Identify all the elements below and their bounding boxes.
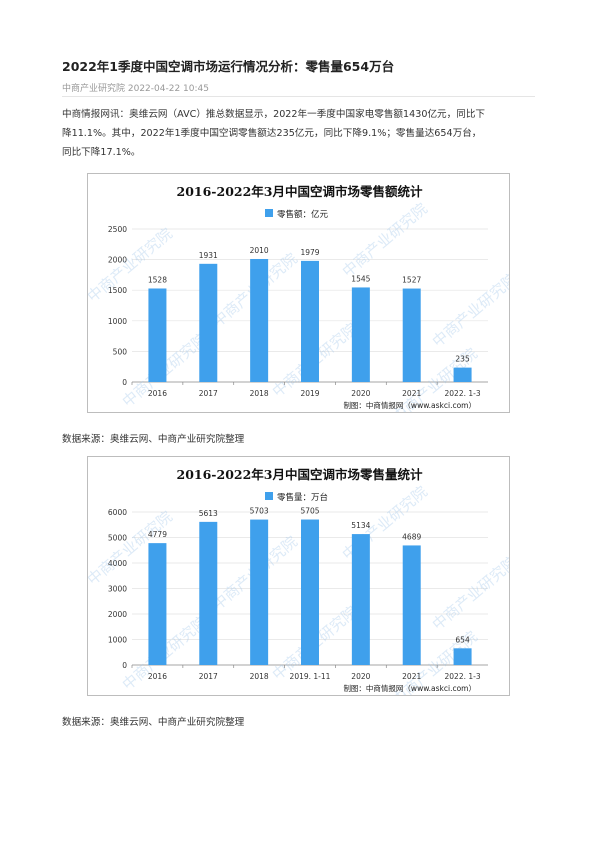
article-title: 2022年1季度中国空调市场运行情况分析：零售量654万台 — [62, 59, 395, 74]
y-tick-label: 1500 — [108, 286, 127, 295]
bar — [453, 367, 472, 382]
divider — [62, 96, 535, 97]
x-tick-label: 2019. 1-11 — [290, 672, 331, 681]
data-label: 5613 — [199, 509, 218, 518]
article-meta: 中商产业研究院 2022-04-22 10:45 — [62, 84, 209, 94]
x-tick-label: 2021 — [402, 389, 421, 398]
data-label: 1527 — [402, 276, 421, 285]
paragraph-line: 中商情报网讯：奥维云网（AVC）推总数据显示，2022年一季度中国家电零售额14… — [62, 109, 486, 120]
data-label: 1545 — [351, 274, 370, 283]
data-label: 654 — [455, 635, 470, 644]
data-label: 2010 — [250, 246, 269, 255]
y-tick-label: 2000 — [108, 256, 127, 265]
bar — [148, 543, 167, 665]
watermark-text: 中商产业研究院 — [429, 553, 510, 634]
chart-legend: 零售额：亿元 — [265, 209, 329, 220]
data-label: 4779 — [148, 530, 167, 539]
y-tick-label: 6000 — [108, 508, 127, 517]
legend-label: 零售量：万台 — [277, 492, 328, 503]
y-tick-label: 2000 — [108, 610, 127, 619]
data-label: 1979 — [300, 248, 319, 257]
y-tick-label: 0 — [122, 661, 127, 670]
x-tick-label: 2020 — [351, 672, 370, 681]
retail-sales-chart: 2016-2022年3月中国空调市场零售额统计零售额：亿元 0 500 1000 150… — [87, 173, 510, 413]
x-tick-label: 2016 — [148, 672, 167, 681]
legend-swatch — [265, 492, 273, 500]
x-tick-label: 2017 — [199, 672, 218, 681]
retail-volume-chart: 2016-2022年3月中国空调市场零售量统计零售量：万台 0 1000 2000 30… — [87, 456, 510, 696]
bar — [148, 288, 167, 382]
chart-source-note: 数据来源：奥维云网、中商产业研究院整理 — [62, 434, 245, 445]
bar — [402, 288, 421, 382]
bar — [301, 519, 319, 665]
bar — [453, 648, 472, 665]
bar — [301, 260, 319, 382]
x-tick-label: 2022. 1-3 — [445, 672, 481, 681]
data-label: 5705 — [300, 507, 319, 516]
chart-source-note: 数据来源：奥维云网、中商产业研究院整理 — [62, 717, 245, 728]
x-tick-label: 2017 — [199, 389, 218, 398]
article-paragraph: 中商情报网讯：奥维云网（AVC）推总数据显示，2022年一季度中国家电零售额14… — [62, 105, 540, 162]
x-tick-label: 2016 — [148, 389, 167, 398]
y-tick-label: 2500 — [108, 225, 127, 234]
bar — [250, 519, 269, 665]
bar — [402, 545, 421, 665]
chart-title: 2016-2022年3月中国空调市场零售量统计 — [177, 467, 423, 482]
data-label: 4689 — [402, 532, 421, 541]
x-tick-label: 2020 — [351, 389, 370, 398]
bar — [250, 258, 269, 382]
chart-credit: 制图：中商情报网（www.askci.com） — [343, 400, 476, 410]
legend-label: 零售额：亿元 — [277, 209, 329, 220]
watermark-text: 中商产业研究院 — [339, 200, 431, 281]
y-tick-label: 3000 — [108, 585, 127, 594]
x-tick-label: 2019 — [300, 389, 319, 398]
y-tick-label: 5000 — [108, 534, 127, 543]
bar — [199, 263, 218, 382]
paragraph-line: 降11.1%。其中，2022年1季度中国空调零售额达235亿元，同比下降9.1%… — [62, 128, 482, 139]
data-label: 235 — [455, 355, 470, 364]
y-tick-label: 4000 — [108, 559, 127, 568]
chart-title: 2016-2022年3月中国空调市场零售额统计 — [177, 184, 423, 199]
watermark-text: 中商产业研究院 — [429, 270, 510, 351]
data-label: 5703 — [250, 507, 269, 516]
x-tick-label: 2018 — [250, 389, 269, 398]
x-tick-label: 2021 — [402, 672, 421, 681]
y-tick-label: 0 — [122, 378, 127, 387]
x-tick-label: 2022. 1-3 — [445, 389, 481, 398]
bar — [199, 521, 218, 665]
y-tick-label: 1000 — [108, 317, 127, 326]
paragraph-line: 同比下降17.1%。 — [62, 147, 141, 158]
data-label: 1528 — [148, 275, 167, 284]
data-label: 1931 — [199, 251, 218, 260]
chart-credit: 制图：中商情报网（www.askci.com） — [343, 683, 476, 693]
legend-swatch — [265, 209, 273, 217]
y-tick-label: 500 — [113, 347, 128, 356]
x-tick-label: 2018 — [250, 672, 269, 681]
bar — [351, 287, 370, 382]
y-tick-label: 1000 — [108, 636, 127, 645]
chart-legend: 零售量：万台 — [265, 492, 328, 503]
data-label: 5134 — [351, 521, 370, 530]
bar — [351, 534, 370, 665]
